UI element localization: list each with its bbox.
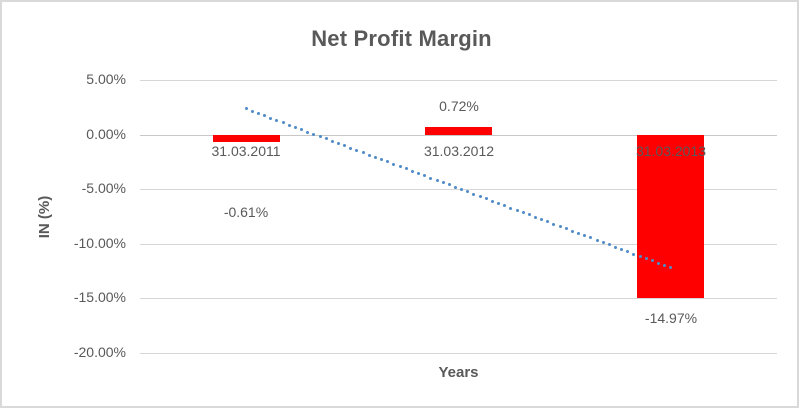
trendline-dot — [657, 261, 660, 265]
trendline-dot — [312, 132, 316, 136]
y-tick-label: 0.00% — [86, 126, 126, 142]
trendline-dot — [355, 148, 359, 152]
trendline-dot — [466, 190, 470, 194]
gridline — [140, 353, 777, 354]
trendline-dot — [638, 254, 642, 258]
trendline-dot — [601, 241, 605, 244]
trendline-dot — [435, 178, 439, 182]
gridline — [140, 189, 777, 190]
y-axis-title: IN (%) — [36, 195, 53, 239]
data-label: -14.97% — [644, 310, 698, 326]
trendline-dot — [293, 125, 297, 129]
bar-31.03.2013 — [637, 135, 704, 298]
trendline-dot — [250, 109, 254, 113]
trendline-dot — [460, 188, 464, 191]
trendline-dot — [392, 162, 396, 166]
trendline-dot — [429, 176, 433, 180]
gridline — [140, 80, 777, 81]
trendline-dot — [324, 137, 328, 141]
category-label: 31.03.2011 — [211, 143, 281, 159]
bar-31.03.2011 — [213, 135, 280, 142]
chart-title: Net Profit Margin — [311, 26, 492, 51]
trendline-dot — [613, 245, 617, 249]
trendline-dot — [367, 153, 371, 157]
trendline-dot — [632, 252, 636, 256]
trendline-dot — [423, 174, 427, 178]
x-axis-title: Years — [438, 364, 479, 381]
trendline-dot — [650, 259, 654, 263]
trendline-dot — [263, 114, 267, 118]
trendline-dot — [515, 208, 519, 212]
trendline-dot — [607, 243, 611, 247]
trendline-dot — [386, 160, 390, 164]
y-tick-label: 5.00% — [86, 71, 126, 87]
trendline-dot — [564, 227, 568, 231]
trendline-dot — [527, 213, 531, 217]
trendline-dot — [330, 139, 334, 143]
trendline-dot — [300, 128, 304, 132]
trendline-dot — [552, 222, 556, 226]
trendline-dot — [275, 119, 279, 122]
trendline-dot — [287, 123, 291, 127]
trendline-dot — [546, 220, 550, 224]
trendline-dot — [373, 155, 377, 159]
bar-31.03.2012 — [425, 127, 492, 135]
trendline-dot — [577, 231, 580, 235]
trendline-dot — [337, 142, 340, 145]
gridline — [140, 244, 777, 245]
trendline-dot — [490, 199, 494, 203]
trendline-dot — [663, 264, 667, 267]
trendline-dot — [620, 247, 624, 251]
trendline-dot — [318, 135, 322, 139]
y-tick-label: -5.00% — [81, 180, 126, 196]
trendline-dot — [503, 204, 507, 208]
y-tick-label: -15.00% — [73, 289, 126, 305]
trendline-dot — [626, 250, 630, 254]
trendline-dot — [478, 194, 482, 198]
trendline-dot — [380, 158, 384, 162]
trendline-dot — [447, 183, 451, 187]
trendline-dot — [497, 201, 500, 205]
trendline-dot — [509, 206, 513, 210]
trendline-dot — [306, 130, 310, 134]
trendline-dot — [257, 112, 260, 115]
trendline-dot — [669, 266, 673, 270]
trendline-dot — [453, 185, 457, 189]
zero-gridline — [140, 135, 777, 136]
trendline-dot — [472, 192, 476, 196]
trendline-dot — [349, 146, 353, 150]
data-label: 0.72% — [439, 98, 479, 114]
trendline-dot — [583, 234, 587, 238]
trendline-dot — [244, 107, 248, 111]
gridline — [140, 298, 777, 299]
trendline-dot — [343, 144, 347, 148]
trendline-dot — [484, 197, 488, 201]
y-tick-label: -20.00% — [73, 344, 126, 360]
trendline-dot — [558, 224, 562, 228]
trendline-dot — [441, 181, 445, 185]
trendline-dot — [644, 257, 648, 261]
trendline-dot — [595, 238, 599, 242]
trendline-dot — [398, 165, 402, 168]
data-label: -0.61% — [223, 204, 269, 220]
trendline-dot — [269, 116, 273, 120]
trendline-dot — [361, 151, 365, 155]
trendline-dot — [281, 121, 285, 125]
trendline-dot — [540, 218, 544, 221]
trendline-dot — [589, 236, 593, 240]
category-label: 31.03.2013 — [635, 143, 707, 159]
trendline-dot — [417, 171, 420, 175]
trendline-dot — [404, 167, 408, 171]
category-label: 31.03.2012 — [423, 143, 495, 159]
trendline-dot — [533, 215, 537, 219]
trendline-dot — [521, 211, 525, 215]
trendline-dot — [410, 169, 414, 173]
y-tick-label: -10.00% — [73, 235, 126, 251]
trendline-dot — [570, 229, 574, 233]
